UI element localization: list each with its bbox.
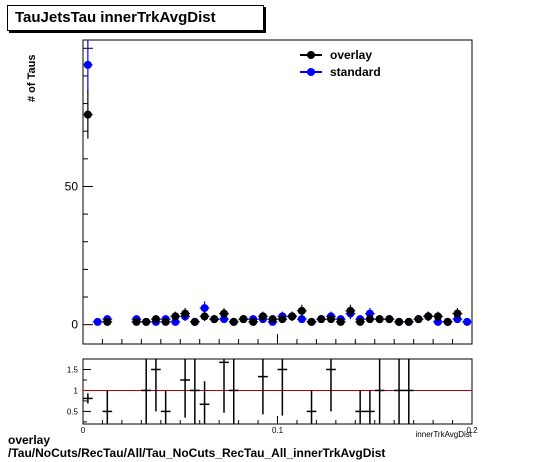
ratio-x-tick-label: 0.2: [466, 426, 478, 435]
overlay-point: [132, 317, 141, 326]
overlay-point: [161, 317, 170, 326]
overlay-point: [336, 317, 345, 326]
overlay-point: [288, 312, 297, 321]
overlay-point: [307, 317, 316, 326]
standard-point: [365, 309, 374, 318]
overlay-point: [210, 315, 219, 324]
ratio-y-tick-label: 1: [74, 386, 79, 395]
standard-point: [83, 60, 92, 69]
overlay-point: [414, 315, 423, 324]
overlay-point: [278, 315, 287, 324]
ratio-x-tick-label: 0: [81, 426, 86, 435]
overlay-point: [190, 317, 199, 326]
overlay-point: [317, 315, 326, 324]
main-y-tick-label: 50: [65, 179, 79, 193]
overlay-point: [103, 317, 112, 326]
footer-line-2: /Tau/NoCuts/RecTau/All/Tau_NoCuts_RecTau…: [8, 446, 386, 460]
overlay-point: [453, 309, 462, 318]
overlay-point: [151, 315, 160, 324]
x-axis-label: innerTrkAvgDist: [416, 430, 473, 439]
overlay-point: [326, 315, 335, 324]
overlay-point: [297, 306, 306, 315]
overlay-point: [356, 317, 365, 326]
legend-entry-standard: standard: [300, 63, 381, 80]
overlay-point: [365, 315, 374, 324]
chart-title-box: TauJetsTau innerTrkAvgDist: [7, 5, 264, 31]
standard-point: [433, 317, 442, 326]
overlay-point: [385, 315, 394, 324]
footer-caption: overlay /Tau/NoCuts/RecTau/All/Tau_NoCut…: [8, 434, 385, 460]
overlay-point: [83, 110, 92, 119]
overlay-point: [395, 317, 404, 326]
footer-line-1: overlay: [8, 433, 51, 447]
overlay-point: [181, 309, 190, 318]
standard-point: [200, 304, 209, 313]
legend-marker-overlay: [300, 50, 322, 59]
overlay-point: [171, 312, 180, 321]
overlay-point: [220, 309, 229, 318]
y-axis-label: # of Taus: [26, 54, 38, 102]
overlay-point: [404, 317, 413, 326]
overlay-point: [249, 317, 258, 326]
ratio-y-tick-label: 0.5: [67, 407, 79, 416]
ratio-x-tick-label: 0.1: [272, 426, 284, 435]
legend: overlay standard: [300, 46, 381, 80]
main-plot-frame: [82, 39, 473, 345]
ratio-y-tick-label: 1.5: [67, 365, 79, 374]
overlay-point: [258, 312, 267, 321]
overlay-point: [346, 306, 355, 315]
legend-label-standard: standard: [330, 64, 381, 79]
standard-point: [463, 317, 472, 326]
overlay-point: [268, 315, 277, 324]
overlay-point: [239, 315, 248, 324]
overlay-point: [375, 315, 384, 324]
standard-point: [171, 317, 180, 326]
overlay-point: [142, 317, 151, 326]
overlay-point: [443, 317, 452, 326]
standard-point: [93, 317, 102, 326]
standard-point: [297, 315, 306, 324]
legend-marker-standard: [300, 67, 322, 76]
legend-label-overlay: overlay: [330, 47, 373, 62]
main-y-tick-label: 0: [71, 318, 78, 332]
chart-title: TauJetsTau innerTrkAvgDist: [15, 9, 216, 26]
overlay-point: [200, 312, 209, 321]
legend-entry-overlay: overlay: [300, 46, 381, 63]
overlay-point: [433, 312, 442, 321]
overlay-point: [424, 312, 433, 321]
overlay-point: [229, 317, 238, 326]
